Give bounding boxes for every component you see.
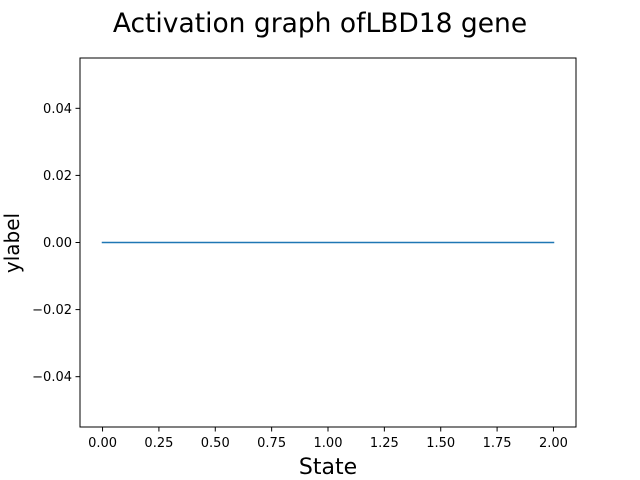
x-tick-label: 1.50 <box>426 436 455 451</box>
y-tick-label: −0.04 <box>32 370 72 385</box>
x-tick-label: 1.00 <box>314 436 343 451</box>
y-tick-label: 0.00 <box>43 236 72 251</box>
x-tick-label: 2.00 <box>539 436 568 451</box>
x-tick-label: 0.50 <box>201 436 230 451</box>
x-tick-label: 0.75 <box>257 436 286 451</box>
x-tick-label: 1.75 <box>483 436 512 451</box>
x-axis-label: State <box>299 455 357 480</box>
x-tick-label: 1.25 <box>370 436 399 451</box>
y-tick-label: 0.02 <box>43 169 72 184</box>
y-tick-label: 0.04 <box>43 102 72 117</box>
chart-title: Activation graph ofLBD18 gene <box>113 8 527 39</box>
x-tick-label: 0.00 <box>88 436 117 451</box>
y-axis-ticks: −0.04 −0.02 0.00 0.02 0.04 <box>32 102 80 385</box>
y-axis-label: ylabel <box>0 213 24 273</box>
x-axis-ticks: 0.00 0.25 0.50 0.75 1.00 1.25 1.50 1.75 2.00 <box>88 427 568 451</box>
x-tick-label: 0.25 <box>144 436 173 451</box>
y-tick-label: −0.02 <box>32 303 72 318</box>
